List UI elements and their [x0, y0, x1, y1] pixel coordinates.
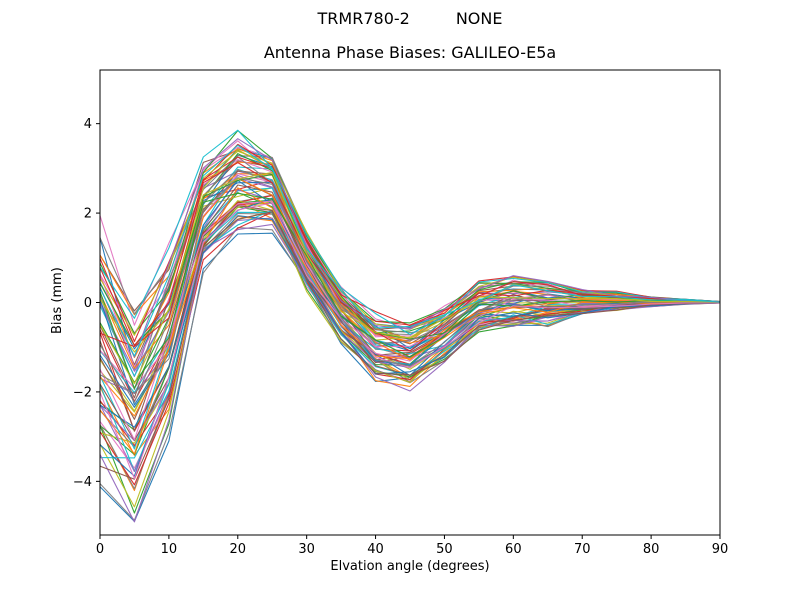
y-tick-label: −4 [73, 475, 92, 490]
bias-curve [100, 179, 720, 408]
x-tick-label: 80 [643, 542, 660, 557]
x-tick-label: 10 [161, 542, 178, 557]
x-tick-label: 90 [712, 542, 729, 557]
y-tick-label: 2 [84, 207, 92, 222]
bias-curve [100, 144, 720, 357]
bias-curve [100, 192, 720, 383]
x-tick-label: 20 [230, 542, 247, 557]
bias-curve [100, 177, 720, 417]
x-tick-label: 50 [436, 542, 453, 557]
suptitle: TRMR780-2 NONE [100, 9, 720, 28]
bias-curve [100, 153, 720, 346]
y-tick-label: 4 [84, 117, 92, 132]
y-tick-label: −2 [73, 385, 92, 400]
curves-group [100, 129, 720, 523]
bias-curve [100, 130, 720, 335]
bias-curve [100, 156, 720, 347]
bias-curve [100, 177, 720, 394]
chart-title: Antenna Phase Biases: GALILEO-E5a [263, 43, 557, 62]
x-tick-label: 60 [505, 542, 522, 557]
bias-curve [100, 202, 720, 480]
x-axis-label: Elvation angle (degrees) [330, 559, 490, 574]
bias-curve [100, 171, 720, 385]
y-tick-label: 0 [84, 296, 92, 311]
suptitle-mode: NONE [455, 9, 503, 28]
x-tick-label: 40 [367, 542, 384, 557]
x-tick-label: 30 [298, 542, 315, 557]
suptitle-receiver: TRMR780-2 [317, 9, 410, 28]
x-tick-label: 0 [96, 542, 104, 557]
x-tick-label: 70 [574, 542, 591, 557]
bias-curve [100, 211, 720, 480]
bias-curve [100, 138, 720, 358]
bias-curve [100, 129, 720, 335]
